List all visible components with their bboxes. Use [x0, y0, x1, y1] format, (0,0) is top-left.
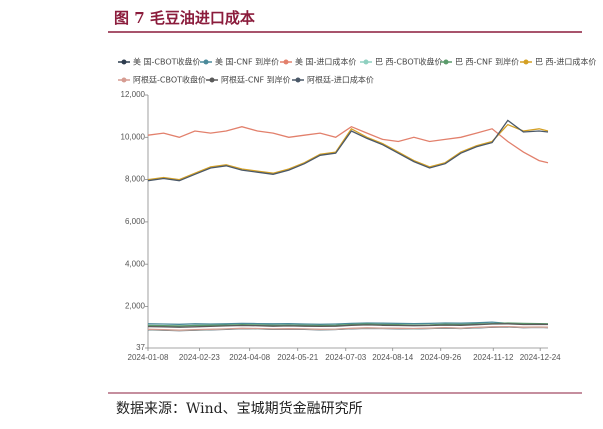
- legend-marker: [523, 59, 529, 65]
- legend-marker: [203, 59, 209, 65]
- legend-label: 美 国-CNF 到岸价: [215, 57, 279, 67]
- figure-title: 图 7 毛豆油进口成本: [114, 9, 255, 27]
- legend-marker: [209, 77, 215, 83]
- legend-marker: [443, 59, 449, 65]
- legend-marker: [363, 59, 369, 65]
- y-tick-label: 12,000: [121, 90, 146, 99]
- legend-marker: [283, 59, 289, 65]
- y-tick-label: 2,000: [125, 302, 146, 311]
- x-tick-label: 2024-04-08: [229, 353, 270, 362]
- y-tick-label: 6,000: [125, 217, 146, 226]
- x-tick-label: 2024-01-08: [128, 353, 169, 362]
- series-line: [147, 321, 549, 325]
- x-tick-label: 2024-08-14: [372, 353, 413, 362]
- legend-label: 美 国-CBOT收盘价: [133, 57, 201, 67]
- legend-marker: [295, 77, 301, 83]
- x-tick-label: 2024-12-24: [520, 353, 561, 362]
- x-tick-label: 2024-02-23: [179, 353, 220, 362]
- y-tick-label: 4,000: [125, 259, 146, 268]
- series-line: [147, 119, 549, 182]
- source-text: 数据来源：Wind、宝城期货金融研究所: [116, 400, 363, 417]
- legend-label: 巴 西-进口成本价: [535, 57, 596, 67]
- series-line: [147, 123, 549, 181]
- series-line: [147, 125, 549, 164]
- series-line: [147, 323, 549, 328]
- y-tick-label: 8,000: [125, 175, 146, 184]
- y-tick-label: 10,000: [121, 132, 146, 141]
- legend-label: 阿根廷-进口成本价: [307, 75, 374, 85]
- x-tick-label: 2024-11-12: [473, 353, 514, 362]
- legend-label: 美 国-进口成本价: [295, 57, 356, 67]
- legend-label: 阿根廷-CBOT收盘价: [133, 75, 206, 85]
- legend-label: 巴 西-CBOT收盘价: [375, 57, 443, 67]
- x-tick-label: 2024-09-26: [420, 353, 461, 362]
- x-tick-label: 2024-07-03: [325, 353, 366, 362]
- legend-label: 巴 西-CNF 到岸价: [455, 58, 519, 67]
- x-tick-label: 2024-05-21: [277, 353, 318, 362]
- y-tick-label: 37: [136, 343, 145, 352]
- legend-label: 阿根廷-CNF 到岸价: [221, 75, 291, 85]
- legend-marker: [121, 77, 127, 83]
- series-line: [147, 325, 549, 331]
- legend-marker: [121, 59, 127, 65]
